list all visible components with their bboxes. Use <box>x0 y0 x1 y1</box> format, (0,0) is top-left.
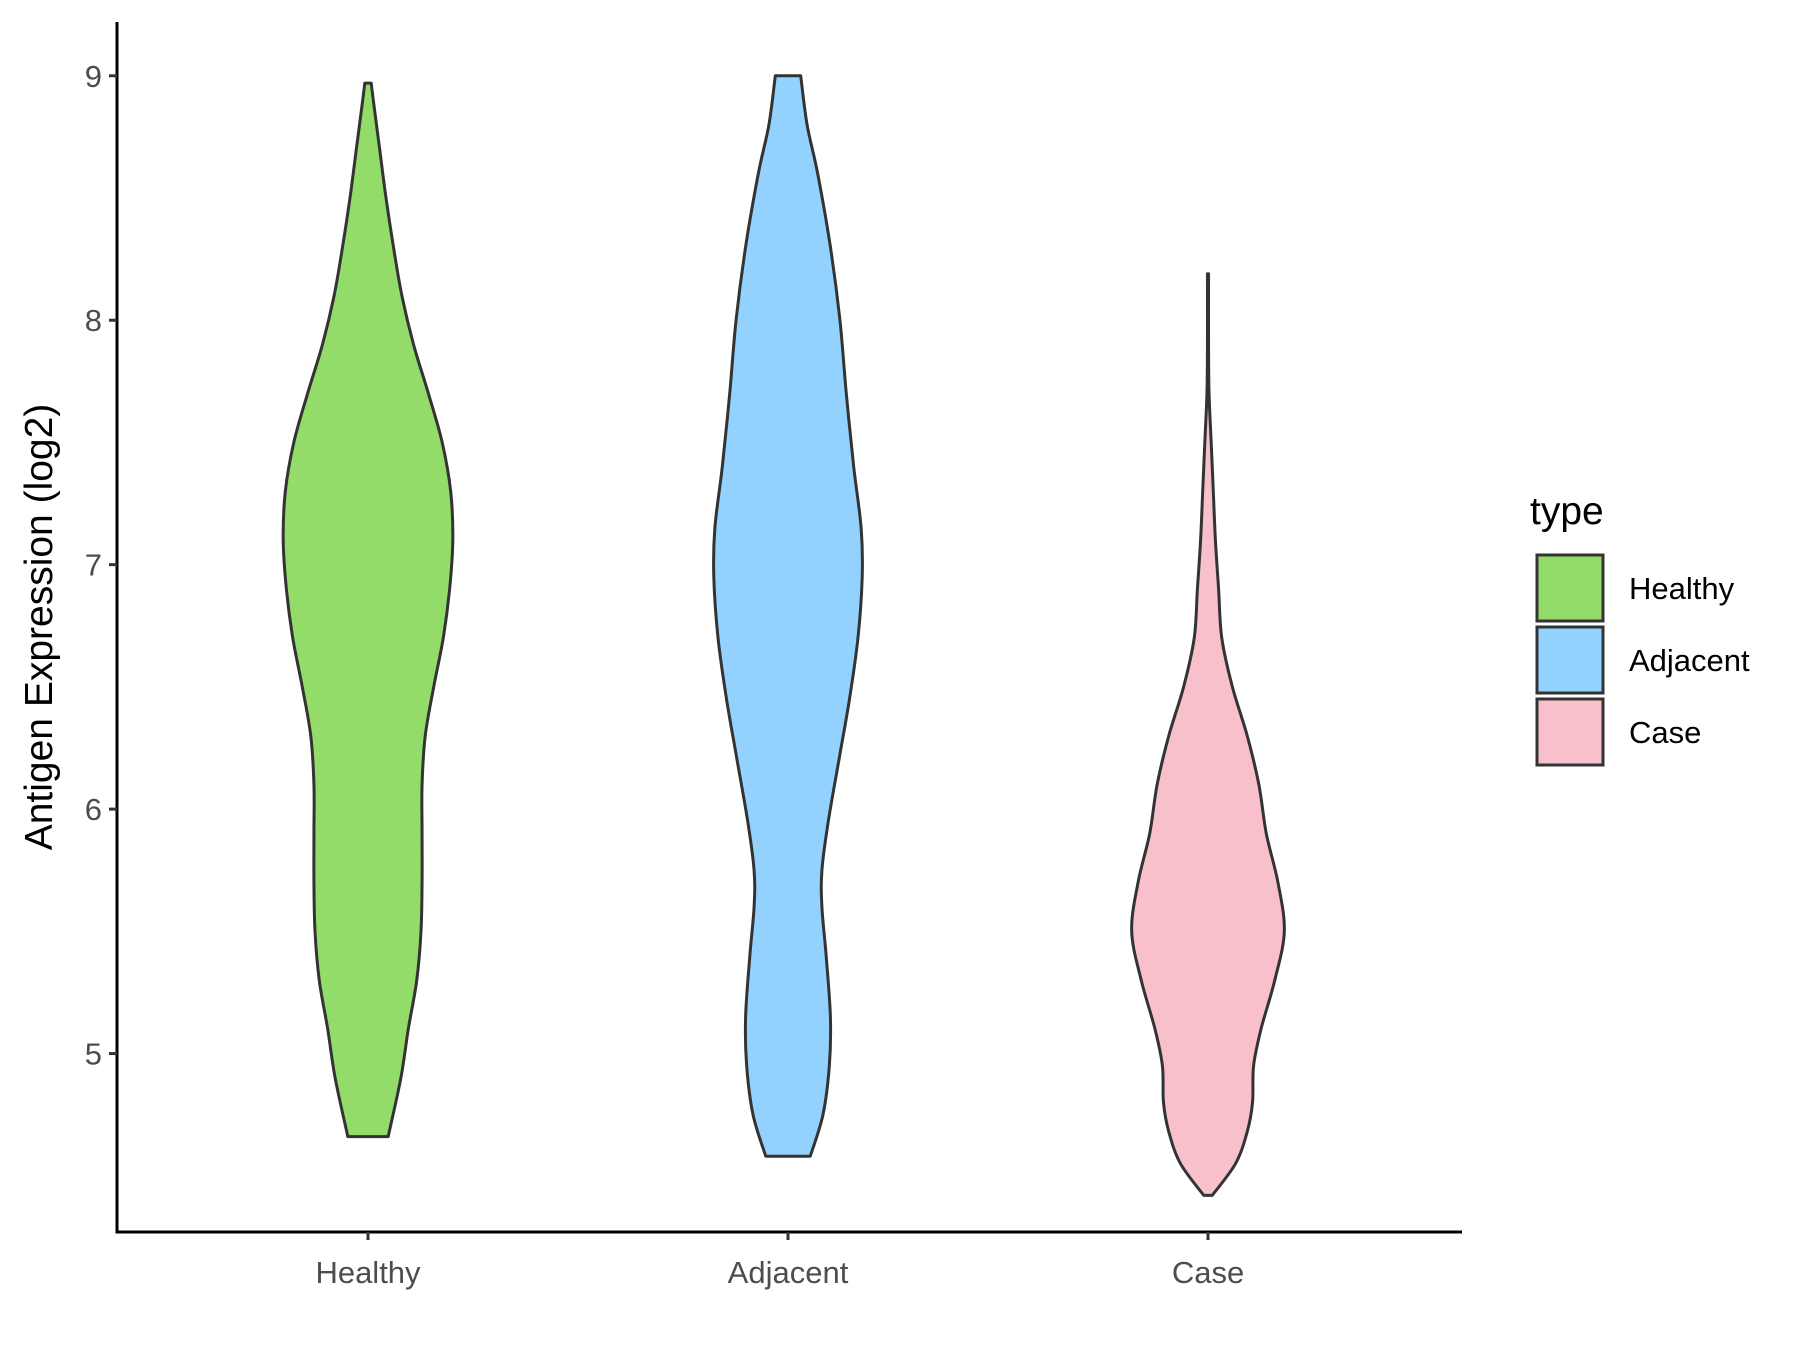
violin-healthy <box>281 81 455 1139</box>
legend-key-case <box>1535 697 1605 767</box>
legend-key-healthy <box>1535 553 1605 623</box>
legend-title: type <box>1530 490 1604 533</box>
y-tick-label-8: 8 <box>85 303 102 338</box>
legend-items: Healthy Adjacent Case <box>1535 553 1750 767</box>
y-ticks-group: 5 6 7 8 9 <box>85 59 117 1072</box>
x-tick-label-healthy: Healthy <box>315 1255 421 1290</box>
y-tick-label-7: 7 <box>85 548 102 583</box>
y-tick-label-5: 5 <box>85 1037 102 1072</box>
legend-label-adjacent: Adjacent <box>1629 643 1750 678</box>
violin-adjacent <box>712 74 864 1158</box>
legend-label-healthy: Healthy <box>1629 571 1735 606</box>
violin-case <box>1130 272 1286 1197</box>
y-tick-label-6: 6 <box>85 792 102 827</box>
legend: type Healthy Adjacent Case <box>1530 490 1750 767</box>
legend-label-case: Case <box>1629 715 1701 750</box>
y-axis-title: Antigen Expression (log2) <box>18 404 61 851</box>
x-tick-label-case: Case <box>1172 1255 1244 1290</box>
x-ticks-group: Healthy Adjacent Case <box>315 1232 1244 1290</box>
legend-key-adjacent <box>1535 625 1605 695</box>
x-tick-label-adjacent: Adjacent <box>728 1255 849 1290</box>
y-tick-label-9: 9 <box>85 59 102 94</box>
violins-group <box>281 74 1286 1197</box>
